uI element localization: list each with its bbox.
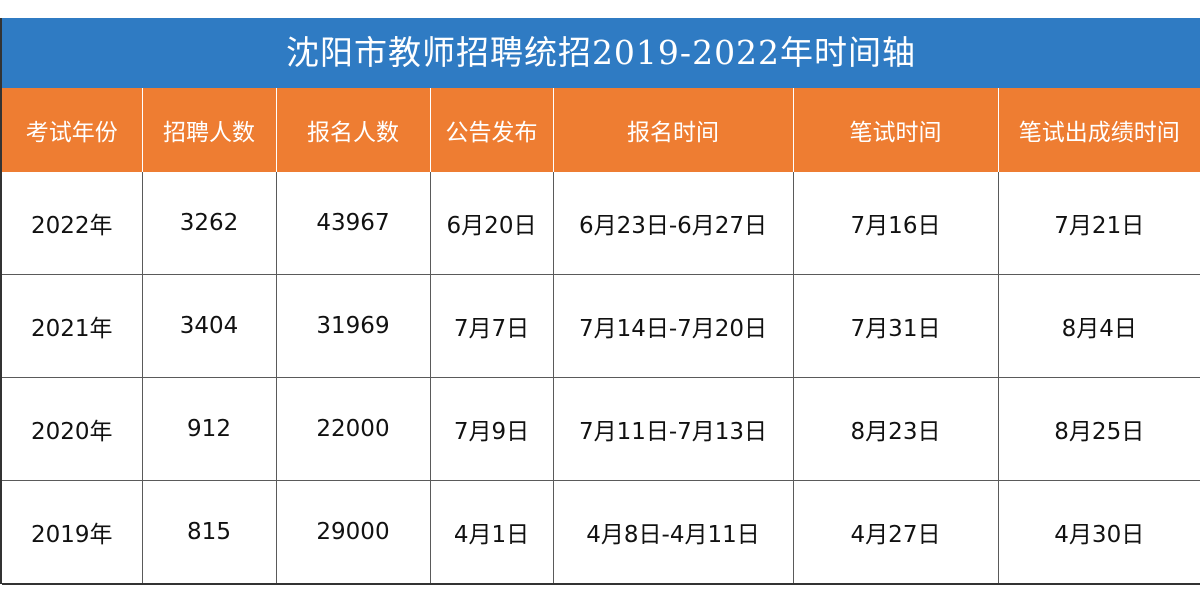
cell-written-exam-time: 4月27日 (793, 480, 999, 585)
header-row: 考试年份 招聘人数 报名人数 公告发布 报名时间 笔试时间 笔试出成绩时间 (2, 88, 1200, 172)
cell-registration-time: 6月23日-6月27日 (553, 172, 794, 275)
cell-result-time: 7月21日 (998, 172, 1200, 275)
cell-exam-year: 2020年 (2, 377, 143, 481)
cell-registration-time: 7月14日-7月20日 (553, 274, 794, 378)
header-applicant-count: 报名人数 (276, 88, 431, 172)
table-row: 2019年 815 29000 4月1日 4月8日-4月11日 4月27日 4月… (2, 480, 1200, 585)
cell-announcement: 4月1日 (430, 480, 554, 585)
cell-registration-time: 7月11日-7月13日 (553, 377, 794, 481)
cell-result-time: 8月4日 (998, 274, 1200, 378)
header-result-time: 笔试出成绩时间 (998, 88, 1200, 172)
cell-announcement: 7月7日 (430, 274, 554, 378)
cell-applicant-count: 22000 (276, 377, 431, 481)
header-written-exam-time: 笔试时间 (793, 88, 999, 172)
cell-recruit-count: 912 (142, 377, 277, 481)
cell-recruit-count: 815 (142, 480, 277, 585)
cell-announcement: 7月9日 (430, 377, 554, 481)
timeline-table: 考试年份 招聘人数 报名人数 公告发布 报名时间 笔试时间 笔试出成绩时间 20… (2, 88, 1200, 585)
cell-written-exam-time: 7月31日 (793, 274, 999, 378)
cell-recruit-count: 3404 (142, 274, 277, 378)
cell-applicant-count: 31969 (276, 274, 431, 378)
cell-announcement: 6月20日 (430, 172, 554, 275)
table-row: 2022年 3262 43967 6月20日 6月23日-6月27日 7月16日… (2, 172, 1200, 275)
table-row: 2021年 3404 31969 7月7日 7月14日-7月20日 7月31日 … (2, 274, 1200, 378)
table-row: 2020年 912 22000 7月9日 7月11日-7月13日 8月23日 8… (2, 377, 1200, 481)
page-title: 沈阳市教师招聘统招2019-2022年时间轴 (2, 18, 1200, 88)
cell-written-exam-time: 7月16日 (793, 172, 999, 275)
header-announcement: 公告发布 (430, 88, 554, 172)
header-recruit-count: 招聘人数 (142, 88, 277, 172)
cell-exam-year: 2021年 (2, 274, 143, 378)
cell-exam-year: 2019年 (2, 480, 143, 585)
timeline-document: 沈阳市教师招聘统招2019-2022年时间轴 考试年份 招聘人数 报名人数 公告… (0, 18, 1200, 585)
cell-registration-time: 4月8日-4月11日 (553, 480, 794, 585)
cell-applicant-count: 43967 (276, 172, 431, 275)
cell-result-time: 4月30日 (998, 480, 1200, 585)
cell-recruit-count: 3262 (142, 172, 277, 275)
cell-applicant-count: 29000 (276, 480, 431, 585)
header-exam-year: 考试年份 (2, 88, 143, 172)
header-registration-time: 报名时间 (553, 88, 794, 172)
cell-written-exam-time: 8月23日 (793, 377, 999, 481)
cell-exam-year: 2022年 (2, 172, 143, 275)
cell-result-time: 8月25日 (998, 377, 1200, 481)
